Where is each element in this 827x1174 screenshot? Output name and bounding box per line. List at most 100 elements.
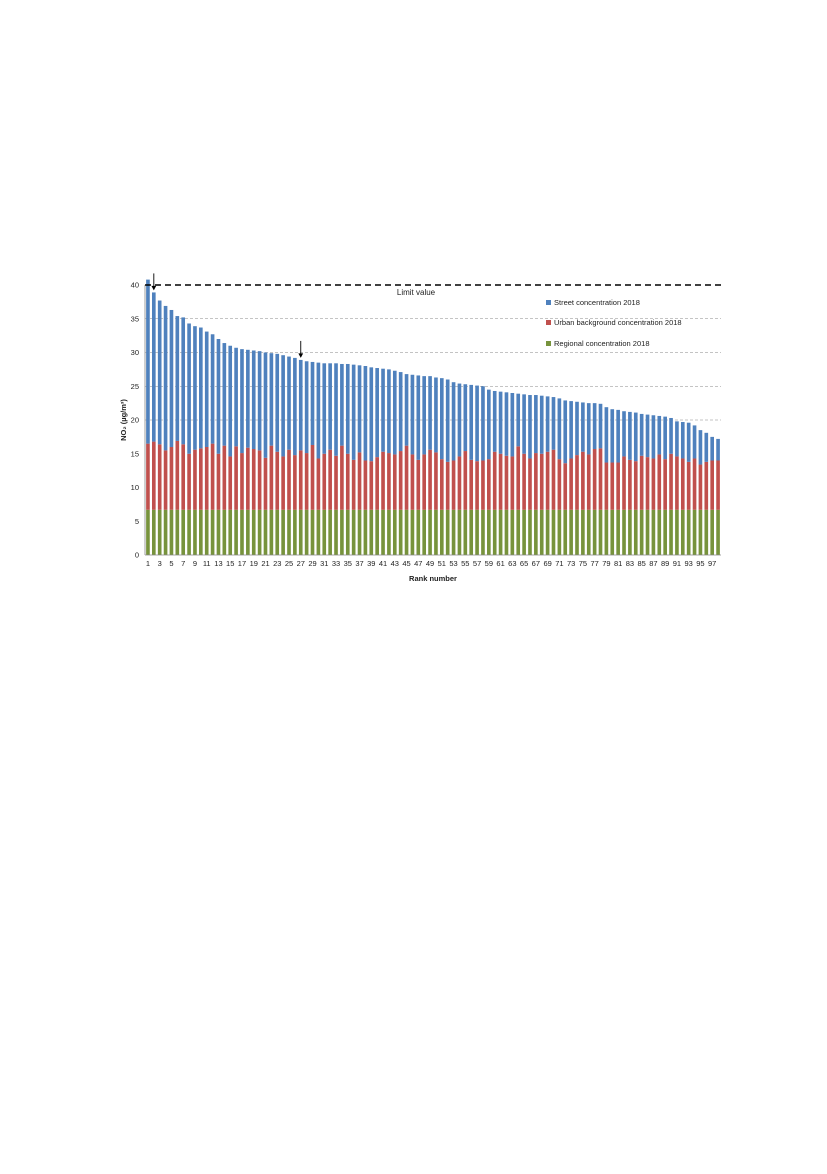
bar-street <box>481 386 485 461</box>
bar-street <box>628 411 632 460</box>
bar-regional <box>669 509 673 555</box>
bar-regional <box>569 509 573 555</box>
y-tick-label: 0 <box>135 551 139 560</box>
bar-street <box>334 363 338 456</box>
y-tick-label: 15 <box>131 449 139 458</box>
x-tick-label: 27 <box>297 559 305 568</box>
bar-regional <box>622 509 626 555</box>
bar-regional <box>645 509 650 555</box>
bar-street <box>680 422 685 459</box>
y-tick-label: 30 <box>131 348 139 357</box>
bar-regional <box>445 509 450 555</box>
bar-urban-background <box>528 458 532 510</box>
bar-regional <box>686 509 691 555</box>
bar-urban-background <box>328 449 332 510</box>
bar-street <box>398 372 403 452</box>
y-tick-label: 20 <box>131 416 139 425</box>
x-tick-label: 19 <box>250 559 258 568</box>
arrow-marker <box>298 340 304 358</box>
bar-regional <box>539 509 544 555</box>
bar-regional <box>516 509 521 555</box>
bar-regional <box>487 509 491 555</box>
bar-regional <box>298 509 303 555</box>
bar-urban-background <box>257 450 262 510</box>
bar-street <box>469 384 474 460</box>
x-tick-label: 49 <box>426 559 434 568</box>
bar-urban-background <box>404 445 409 510</box>
bar-urban-background <box>204 447 209 510</box>
x-tick-label: 43 <box>391 559 399 568</box>
bar-street <box>416 375 421 460</box>
bar-regional <box>680 509 685 555</box>
bar-street <box>340 363 344 446</box>
x-tick-label: 5 <box>169 559 173 568</box>
bar-regional <box>234 509 238 555</box>
bar-street <box>581 402 585 452</box>
bar-regional <box>610 509 615 555</box>
bar-street <box>710 436 714 461</box>
bar-urban-background <box>228 456 233 510</box>
bar-urban-background <box>575 455 579 510</box>
bar-urban-background <box>598 448 603 510</box>
bar-urban-background <box>375 457 379 510</box>
x-tick-label: 61 <box>496 559 504 568</box>
bar-urban-background <box>551 449 556 510</box>
bar-urban-background <box>510 456 515 510</box>
bar-urban-background <box>304 453 309 510</box>
bar-regional <box>710 509 714 555</box>
bar-urban-background <box>439 459 444 510</box>
x-tick-label: 87 <box>649 559 657 568</box>
bar-regional <box>428 509 432 555</box>
bar-street <box>622 411 626 457</box>
bar-regional <box>398 509 403 555</box>
bar-urban-background <box>398 451 403 510</box>
bar-street <box>187 323 191 454</box>
x-tick-label: 67 <box>532 559 540 568</box>
x-tick-label: 3 <box>158 559 162 568</box>
bar-urban-background <box>157 444 162 510</box>
x-tick-label: 23 <box>273 559 281 568</box>
bar-street <box>251 350 256 450</box>
bar-street <box>181 317 186 445</box>
x-tick-label: 41 <box>379 559 387 568</box>
bar-street <box>528 395 532 459</box>
bar-street <box>516 393 521 447</box>
y-tick-label: 40 <box>131 281 139 290</box>
bar-street <box>657 415 662 455</box>
bar-urban-background <box>475 461 479 510</box>
bar-regional <box>263 509 268 555</box>
bar-urban-background <box>199 448 203 510</box>
bar-urban-background <box>216 453 221 510</box>
bar-street <box>204 331 209 447</box>
x-tick-label: 77 <box>590 559 598 568</box>
bar-street <box>281 355 285 457</box>
bar-regional <box>675 509 679 555</box>
bar-urban-background <box>181 444 186 510</box>
bar-urban-background <box>563 463 568 510</box>
bar-street <box>716 438 720 461</box>
bar-urban-background <box>234 446 238 510</box>
x-tick-label: 1 <box>146 559 150 568</box>
bar-street <box>322 363 327 454</box>
bar-regional <box>586 509 591 555</box>
bar-regional <box>581 509 585 555</box>
bar-urban-background <box>534 453 538 510</box>
bar-regional <box>222 509 227 555</box>
y-tick-label: 5 <box>135 517 139 526</box>
bar-street <box>369 367 374 462</box>
x-tick-label: 83 <box>626 559 634 568</box>
x-tick-label: 7 <box>181 559 185 568</box>
bar-regional <box>451 509 456 555</box>
x-tick-label: 31 <box>320 559 328 568</box>
bar-urban-background <box>316 458 321 510</box>
bar-urban-background <box>387 453 391 510</box>
x-tick-label: 79 <box>602 559 610 568</box>
bar-regional <box>193 509 197 555</box>
bar-urban-background <box>592 449 597 510</box>
bar-urban-background <box>557 459 562 510</box>
x-tick-label: 45 <box>402 559 410 568</box>
bar-street <box>404 374 409 446</box>
bar-street <box>328 363 332 450</box>
bar-urban-background <box>369 461 374 510</box>
